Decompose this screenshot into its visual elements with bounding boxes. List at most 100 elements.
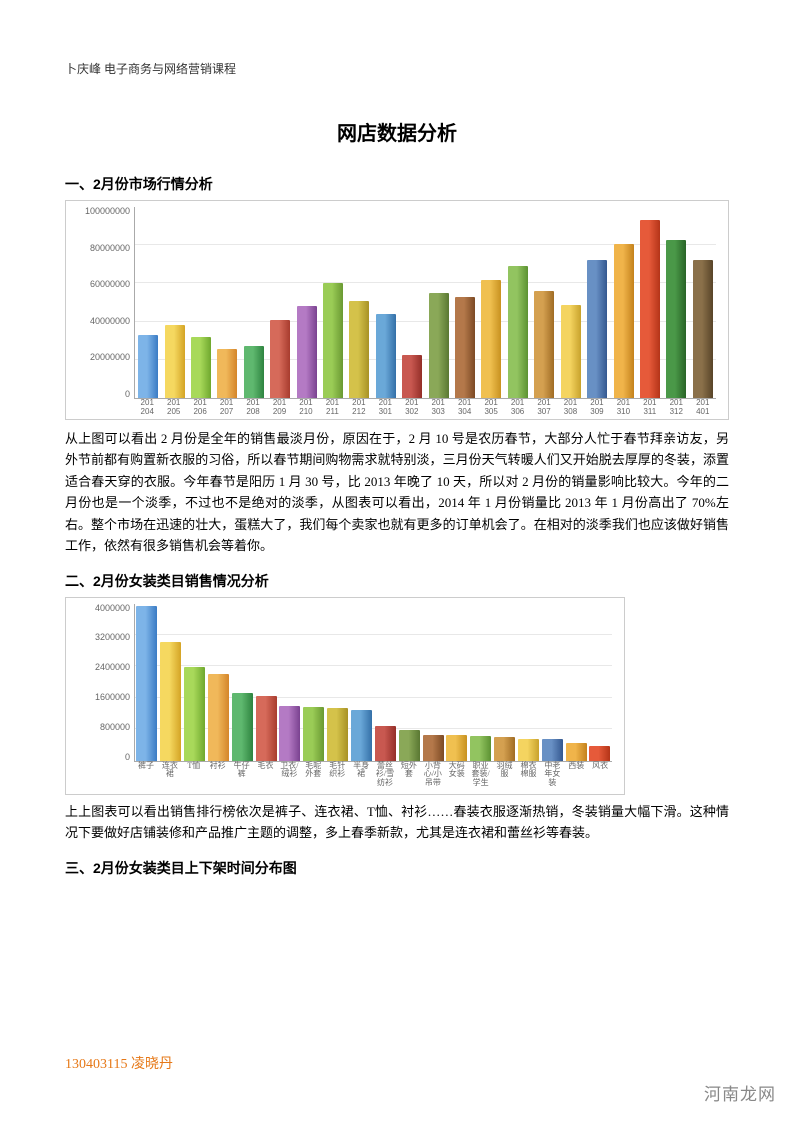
chart2-container: 40000003200000240000016000008000000裤子连衣裙…	[65, 597, 625, 795]
y-axis-label: 0	[74, 390, 134, 399]
x-axis-label: 201 309	[590, 399, 603, 417]
chart-bar	[587, 260, 607, 398]
chart-bar	[279, 706, 300, 760]
x-axis-label: 连衣裙	[158, 762, 182, 792]
x-axis-label: 中老年女装	[540, 762, 564, 792]
chart-bar	[542, 739, 563, 760]
chart-bar	[508, 266, 528, 398]
body-text-1: 从上图可以看出 2 月份是全年的销售最淡月份，原因在于，2 月 10 号是农历春…	[65, 428, 729, 557]
chart-bar	[481, 280, 501, 398]
chart-bar	[232, 693, 253, 761]
chart-bar	[561, 305, 581, 398]
x-axis-label: 毛针织衫	[325, 762, 349, 792]
x-axis-label: 羽绒服	[493, 762, 517, 792]
chart-bar	[244, 346, 264, 398]
x-axis-label: 衬衫	[206, 762, 230, 792]
x-axis-label: 201 301	[379, 399, 392, 417]
chart-bar	[566, 743, 587, 760]
chart-bar	[640, 220, 660, 398]
chart-bar	[323, 283, 343, 398]
chart-bar	[423, 735, 444, 761]
chart-bar	[666, 240, 686, 398]
x-axis-label: 201 207	[220, 399, 233, 417]
x-axis-label: 201 303	[432, 399, 445, 417]
y-axis-label: 80000000	[74, 244, 134, 253]
chart-bar	[693, 260, 713, 398]
x-axis-label: 201 308	[564, 399, 577, 417]
chart-bar	[429, 293, 449, 398]
x-axis-label: 201 210	[299, 399, 312, 417]
x-axis-label: 半身裙	[349, 762, 373, 792]
y-axis-label: 100000000	[74, 207, 134, 216]
x-axis-label: 201 305	[484, 399, 497, 417]
x-axis-label: 201 206	[193, 399, 206, 417]
x-axis-label: 毛呢外套	[301, 762, 325, 792]
chart2-area: 40000003200000240000016000008000000裤子连衣裙…	[74, 604, 616, 792]
page-title: 网店数据分析	[65, 117, 729, 146]
chart-bar	[256, 696, 277, 760]
chart-bar	[191, 337, 211, 398]
x-axis-label: 毛衣	[254, 762, 278, 792]
chart-bar	[351, 710, 372, 761]
x-axis-label: 201 311	[643, 399, 656, 417]
x-axis-label: 棉衣棉服	[517, 762, 541, 792]
y-axis-label: 3200000	[74, 633, 134, 642]
header-text: 卜庆峰 电子商务与网络营销课程	[65, 60, 729, 77]
x-axis-label: 卫衣/绒衫	[277, 762, 301, 792]
x-axis-label: 201 304	[458, 399, 471, 417]
chart-bar	[349, 301, 369, 398]
y-axis-label: 2400000	[74, 663, 134, 672]
section2-title: 二、2月份女装类目销售情况分析	[65, 571, 729, 591]
footer-id: 130403115 凌晓丹	[65, 1053, 173, 1073]
x-axis-label: 蕾丝衫/雪纺衫	[373, 762, 397, 792]
chart-bar	[184, 667, 205, 760]
x-axis-label: 西装	[564, 762, 588, 792]
x-axis-label: 大码女装	[445, 762, 469, 792]
chart-bar	[494, 737, 515, 761]
section1-title: 一、2月份市场行情分析	[65, 174, 729, 194]
y-axis-label: 60000000	[74, 280, 134, 289]
x-axis-label: T恤	[182, 762, 206, 792]
body-text-2: 上上图表可以看出销售排行榜依次是裤子、连衣裙、T恤、衬衫……春装衣服逐渐热销，冬…	[65, 801, 729, 844]
chart-bar	[327, 708, 348, 761]
chart-bar	[614, 244, 634, 398]
chart-bar	[455, 297, 475, 398]
chart-bar	[165, 325, 185, 398]
chart-bar	[518, 739, 539, 761]
chart-bar	[470, 736, 491, 761]
x-axis-label: 201 401	[696, 399, 709, 417]
x-axis-label: 短外套	[397, 762, 421, 792]
x-axis-label: 201 209	[273, 399, 286, 417]
x-axis-label: 小背心/小吊带	[421, 762, 445, 792]
chart-bar	[136, 606, 157, 761]
chart1-container: 100000000 80000000 60000000 40000000 2000000…	[65, 200, 729, 420]
x-axis-label: 职业套装/学生	[469, 762, 493, 792]
chart-bar	[217, 349, 237, 398]
x-axis-label: 风衣	[588, 762, 612, 792]
y-axis-label: 4000000	[74, 604, 134, 613]
chart-bar	[376, 314, 396, 398]
y-axis-label: 800000	[74, 723, 134, 732]
chart-bar	[138, 335, 158, 398]
x-axis-label: 201 205	[167, 399, 180, 417]
x-axis-label: 裤子	[134, 762, 158, 792]
x-axis-label: 201 211	[326, 399, 339, 417]
x-axis-label: 牛仔裤	[230, 762, 254, 792]
x-axis-label: 201 208	[246, 399, 259, 417]
chart1-area: 100000000 80000000 60000000 40000000 2000000…	[74, 207, 720, 417]
chart-bar	[303, 707, 324, 760]
chart-bar	[399, 730, 420, 761]
chart-bar	[208, 674, 229, 760]
chart-bar	[534, 291, 554, 398]
x-axis-label: 201 306	[511, 399, 524, 417]
y-axis-label: 40000000	[74, 317, 134, 326]
chart-bar	[402, 355, 422, 398]
section3-title: 三、2月份女装类目上下架时间分布图	[65, 858, 729, 878]
chart-bar	[589, 746, 610, 761]
x-axis-label: 201 204	[141, 399, 154, 417]
y-axis-label: 0	[74, 753, 134, 762]
x-axis-label: 201 302	[405, 399, 418, 417]
x-axis-label: 201 307	[537, 399, 550, 417]
y-axis-label: 20000000	[74, 353, 134, 362]
chart-bar	[375, 726, 396, 761]
